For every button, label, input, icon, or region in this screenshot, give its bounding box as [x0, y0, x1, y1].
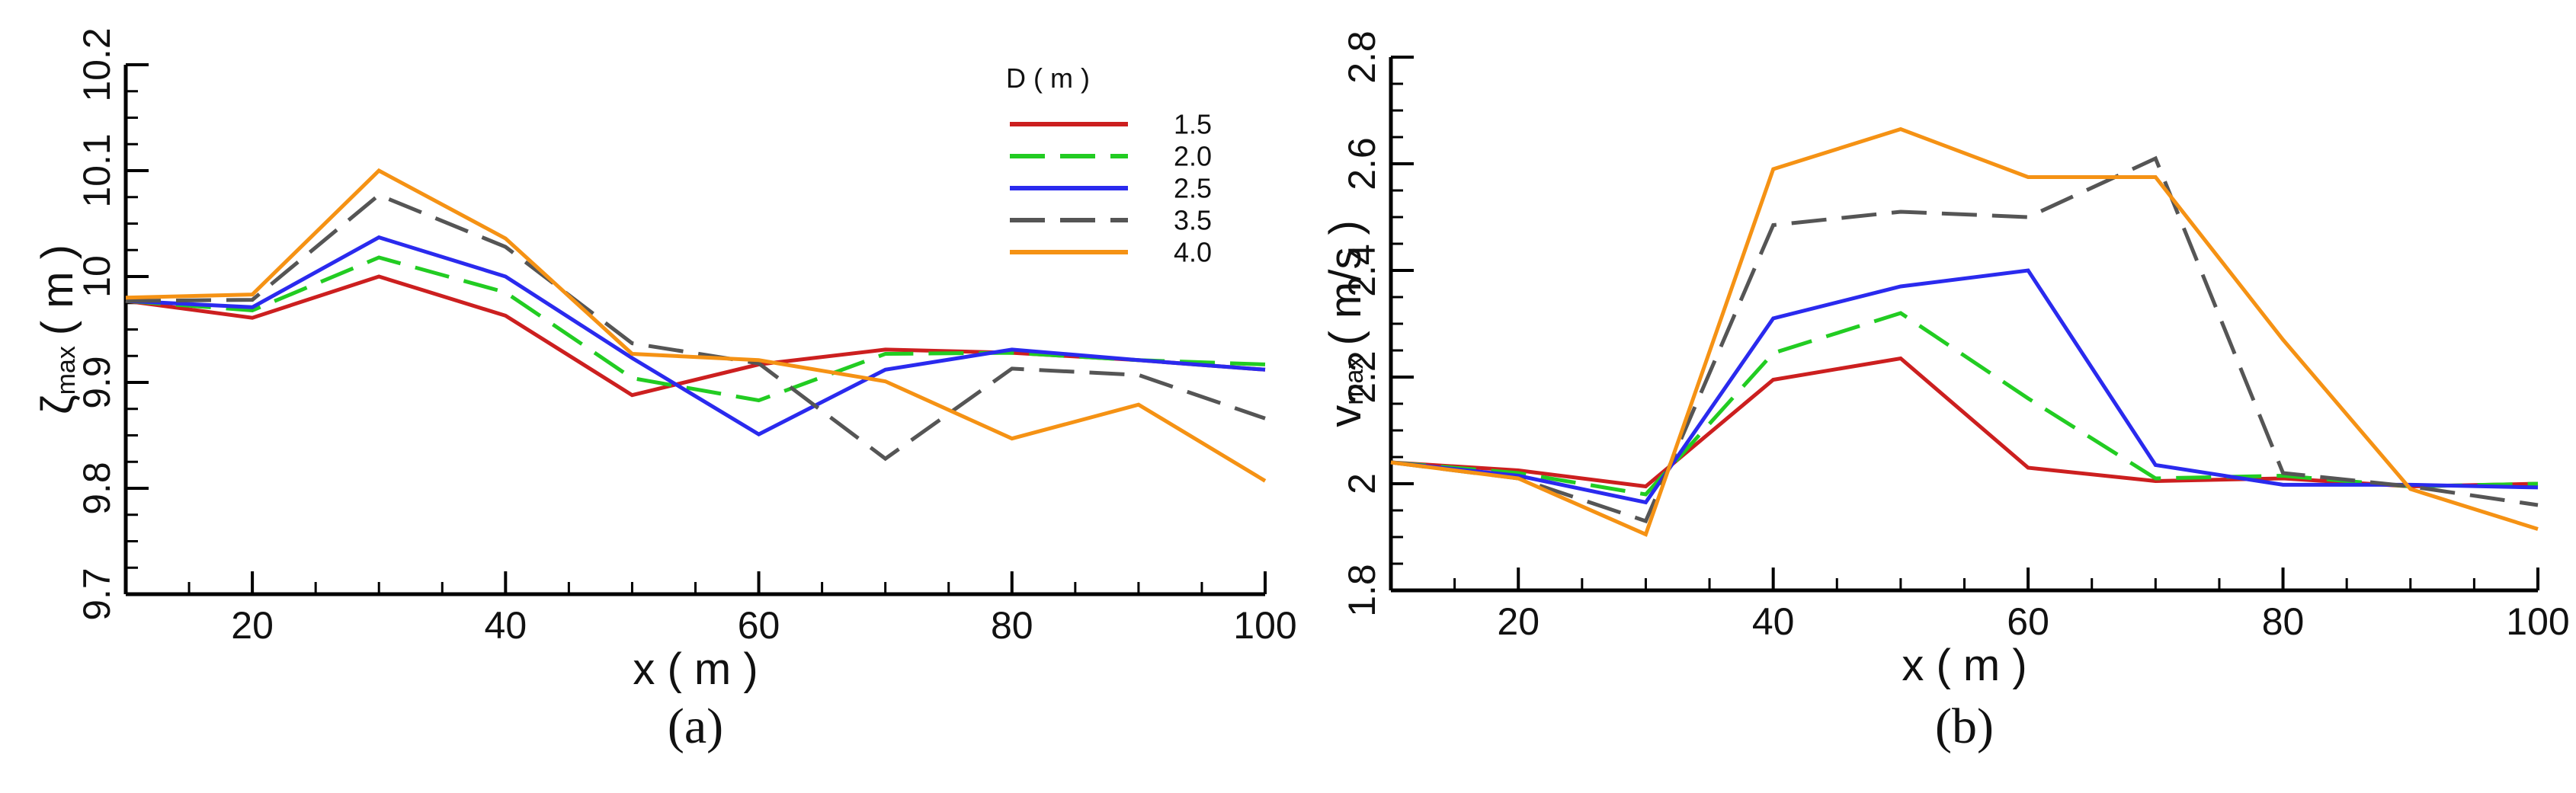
y-tick-label: 9.7 — [75, 568, 118, 621]
series-line-2.5 — [1390, 268, 2539, 505]
series-line-4.0 — [125, 168, 1267, 483]
y-tick-label: 10.1 — [75, 133, 118, 207]
y-tick-label: 1.8 — [1341, 564, 1383, 617]
x-tick-label: 40 — [485, 604, 527, 647]
series-line-2.0 — [1390, 311, 2539, 497]
x-axis-title: x ( m ) — [1902, 641, 2027, 690]
y-tick-label: 2 — [1341, 473, 1383, 494]
series-line-2.0 — [125, 255, 1266, 403]
legend-entry-label: 2.5 — [1174, 173, 1212, 204]
series-line-3.5 — [125, 193, 1266, 462]
y-tick-label: 9.9 — [75, 356, 118, 409]
y-tick-label: 2.4 — [1341, 244, 1383, 297]
y-axis-subscript: max — [1340, 357, 1369, 405]
series-line-3.5 — [1390, 155, 2539, 524]
y-axis-title: vmax ( m/s ) — [1321, 220, 1370, 427]
y-tick-label: 9.8 — [75, 462, 118, 515]
x-axis-title: x ( m ) — [633, 644, 758, 694]
x-tick-label: 80 — [991, 604, 1033, 647]
x-tick-label: 60 — [738, 604, 780, 647]
y-axis-unit: ( m/s ) — [1321, 220, 1370, 345]
legend: D ( m ) 1.52.02.53.54.0 — [1006, 62, 1212, 268]
series-line-4.0 — [1390, 126, 2539, 537]
series-line-1.5 — [125, 274, 1266, 398]
legend-entry-label: 4.0 — [1174, 237, 1212, 268]
series-line-2.5 — [125, 235, 1266, 436]
legend-entry-label: 2.0 — [1174, 141, 1212, 172]
legend-title: D ( m ) — [1006, 62, 1090, 94]
panel-label: (b) — [1935, 699, 1994, 754]
x-tick-label: 100 — [2506, 600, 2569, 643]
legend-entry-label: 3.5 — [1174, 205, 1212, 236]
x-tick-label: 40 — [1752, 600, 1795, 643]
x-tick-label: 80 — [2262, 600, 2305, 643]
y-tick-label: 2.2 — [1341, 350, 1383, 404]
y-axis-symbol: ζ — [33, 395, 82, 414]
y-axis-unit: ( m ) — [33, 245, 82, 335]
legend-entry-label: 1.5 — [1174, 109, 1212, 140]
series-line-1.5 — [1390, 356, 2539, 489]
x-tick-label: 20 — [231, 604, 274, 647]
panel-label: (a) — [668, 699, 723, 754]
y-axis-symbol: v — [1321, 405, 1370, 427]
x-tick-label: 100 — [1233, 604, 1296, 647]
y-axis-title: ζmax ( m ) — [33, 245, 82, 414]
y-tick-label: 10.2 — [75, 27, 118, 101]
y-axis-subscript: max — [52, 346, 81, 395]
y-tick-label: 10 — [75, 255, 118, 298]
x-tick-label: 20 — [1497, 600, 1540, 643]
panel-a: 20 40 60 80 100 9.7 9.8 9.9 10 10.1 10.2 x ( m ) ζma… — [33, 27, 1297, 754]
panel-b: 20 40 60 80 100 1.8 2 2.2 2.4 2.6 2.8 x ( m ) vmax ( … — [1321, 30, 2570, 754]
x-tick-label: 60 — [2007, 600, 2049, 643]
y-tick-label: 2.8 — [1341, 30, 1383, 84]
y-tick-label: 2.6 — [1341, 137, 1383, 190]
